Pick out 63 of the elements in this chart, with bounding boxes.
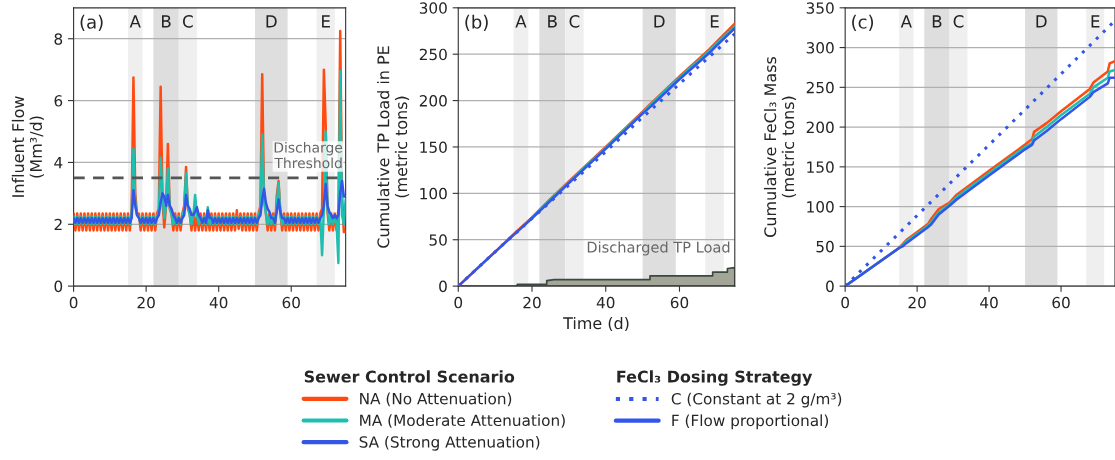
y-tick-label: 50 [816, 240, 834, 253]
y-axis-title: Influent Flow (Mm³/d) [11, 96, 44, 197]
y-tick-label: 100 [420, 187, 447, 200]
x-tick-label: 40 [209, 296, 228, 309]
x-tick-label: 0 [841, 296, 850, 309]
x-tick-label: 20 [908, 296, 926, 309]
y-tick-label: 6 [54, 95, 63, 107]
band-label: D [266, 15, 277, 28]
x-tick-label: 60 [1052, 296, 1070, 309]
x-tick-label: 0 [69, 296, 78, 309]
y-tick-label: 4 [54, 157, 63, 169]
y-tick-label: 100 [807, 201, 834, 213]
x-tick-label: 40 [980, 296, 998, 309]
y-tick-label: 50 [429, 234, 447, 246]
y-tick-label: 150 [807, 161, 834, 173]
annotation: Discharged TP Load [587, 241, 730, 256]
band-label: B [548, 15, 557, 28]
x-axis-title: Time (d) [563, 316, 629, 332]
band-label: D [1036, 15, 1047, 28]
band-label: A [515, 15, 527, 28]
legend-label: NA (No Attenuation) [360, 392, 512, 407]
x-tick-label: 60 [670, 296, 689, 309]
legend-label: F (Flow proportional) [672, 414, 829, 430]
y-tick-label: 250 [806, 81, 834, 94]
legend-title: Sewer Control Scenario [304, 370, 515, 383]
y-tick-label: 0 [826, 280, 834, 293]
x-tick-label: 60 [282, 296, 300, 309]
band-label: A [129, 15, 141, 28]
band-label: D [654, 15, 665, 28]
y-tick-label: 250 [419, 48, 447, 61]
band-label: A [900, 15, 912, 28]
chart-title: (c) [852, 14, 874, 31]
chart-title: (a) [80, 14, 103, 31]
y-tick-label: 150 [420, 141, 447, 153]
legend-label: C (Constant at 2 g/m³) [671, 392, 842, 408]
y-tick-label: 8 [54, 33, 63, 45]
band-label: E [710, 15, 719, 28]
x-tick-label: 40 [596, 296, 615, 309]
legend-label: SA (Strong Attenuation) [359, 435, 540, 451]
y-tick-label: 300 [419, 2, 447, 14]
band-label: C [953, 15, 964, 28]
band-label: B [932, 15, 942, 28]
y-axis-title: Cumulative FeCl₃ Mass (metric tons) [763, 56, 797, 237]
y-tick-label: 350 [806, 2, 834, 14]
band-label: B [162, 15, 171, 28]
chart-title: (b) [465, 14, 488, 31]
ref-line-label: Discharge Threshold [274, 141, 343, 169]
y-tick-label: 200 [419, 95, 447, 107]
y-tick-label: 0 [54, 280, 63, 293]
band-label: E [1091, 15, 1100, 28]
y-axis-title: Cumulative TP Load in PE (metric tons) [377, 46, 410, 248]
band-label: C [182, 15, 193, 28]
y-tick-label: 200 [806, 121, 834, 134]
legend-title: FeCl₃ Dosing Strategy [617, 370, 813, 386]
band-label: E [322, 15, 330, 28]
y-tick-label: 300 [806, 42, 834, 54]
y-tick-label: 2 [54, 218, 62, 231]
x-tick-label: 20 [137, 296, 155, 309]
y-tick-label: 0 [439, 280, 447, 293]
legend-label: MA (Moderate Attenuation) [360, 414, 565, 428]
band-label: C [569, 15, 580, 28]
x-tick-label: 20 [523, 296, 541, 309]
x-tick-label: 0 [454, 296, 463, 309]
